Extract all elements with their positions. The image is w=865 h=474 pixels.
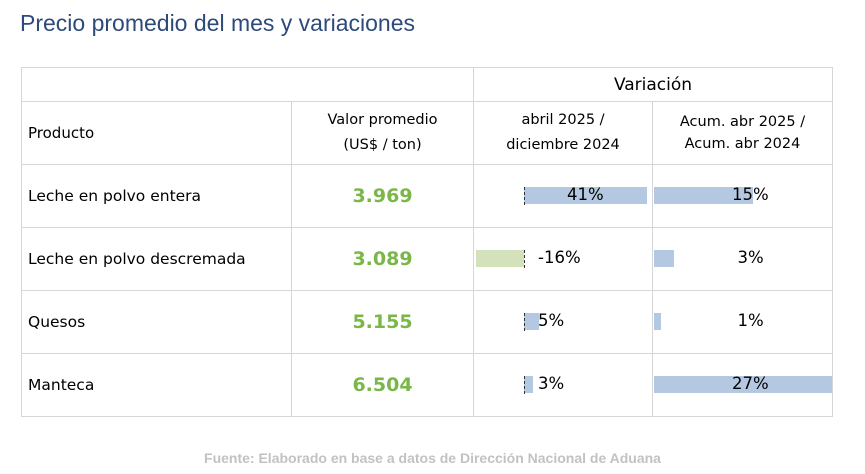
var1-value-label: 41% — [567, 185, 604, 204]
header-var2-line1: Acum. abr 2025 / — [679, 114, 806, 130]
average-value: 6.504 — [291, 353, 474, 417]
average-value: 5.155 — [291, 290, 474, 354]
product-name: Quesos — [21, 290, 292, 354]
var1-value-label: -16% — [538, 248, 581, 267]
var2-bar — [654, 187, 753, 204]
source-note: Fuente: Elaborado en base a datos de Dir… — [204, 450, 661, 466]
var1-bar — [524, 187, 647, 204]
var1-value-label: 3% — [538, 374, 565, 393]
header-var2-line2: Acum. abr 2024 — [684, 136, 801, 152]
var2-bar-area: 27% — [653, 354, 833, 416]
var1-cell: -16% — [473, 227, 653, 291]
var2-bar-area: 15% — [653, 165, 832, 227]
var2-bar — [654, 313, 661, 330]
var1-cell: 5% — [473, 290, 653, 354]
var1-axis-line — [524, 250, 525, 268]
table-header-row: Producto Valor promedio (US$ / ton) abri… — [21, 101, 833, 165]
var1-bar-area: 3% — [474, 354, 652, 416]
average-value: 3.089 — [291, 227, 474, 291]
var2-cell: 1% — [652, 290, 833, 354]
var1-bar — [524, 376, 533, 393]
header-var1-line1: abril 2025 / — [521, 112, 605, 128]
header-blank-cell — [21, 67, 474, 102]
var2-bar — [654, 376, 833, 393]
var1-bar — [476, 250, 524, 267]
average-value: 3.969 — [291, 164, 474, 228]
header-var1-line2: diciembre 2024 — [506, 137, 620, 153]
var1-axis-line — [524, 376, 525, 394]
page-title: Precio promedio del mes y variaciones — [20, 10, 416, 36]
var1-value-label: 5% — [538, 311, 565, 330]
table-row: Leche en polvo entera 3.969 41% 15% — [21, 164, 833, 228]
var2-value-label: 3% — [737, 248, 764, 267]
var1-bar-area: 41% — [474, 165, 652, 227]
var2-bar-area: 3% — [653, 228, 832, 290]
product-name: Manteca — [21, 353, 292, 417]
var2-value-label: 27% — [732, 374, 769, 393]
header-variacion-acumulada: Acum. abr 2025 / Acum. abr 2024 — [652, 101, 833, 165]
var1-bar-area: -16% — [474, 228, 652, 290]
table-row: Leche en polvo descremada 3.089 -16% 3% — [21, 227, 833, 291]
table-row: Quesos 5.155 5% 1% — [21, 290, 833, 354]
header-valor-promedio: Valor promedio (US$ / ton) — [291, 101, 474, 165]
var2-cell: 15% — [652, 164, 833, 228]
var1-axis-line — [524, 187, 525, 205]
var2-cell: 27% — [652, 353, 833, 417]
header-producto: Producto — [21, 101, 292, 165]
var2-bar-area: 1% — [653, 291, 832, 353]
var2-value-label: 15% — [732, 185, 769, 204]
header-variacion-mensual: abril 2025 / diciembre 2024 — [473, 101, 653, 165]
var1-bar — [524, 313, 539, 330]
header-variacion: Variación — [473, 67, 833, 102]
var2-cell: 3% — [652, 227, 833, 291]
var1-axis-line — [524, 313, 525, 331]
product-name: Leche en polvo entera — [21, 164, 292, 228]
header-valor-line1: Valor promedio — [327, 112, 438, 128]
header-valor-line2: (US$ / ton) — [343, 137, 422, 153]
var1-bar-area: 5% — [474, 291, 652, 353]
var1-cell: 3% — [473, 353, 653, 417]
var2-value-label: 1% — [737, 311, 764, 330]
var2-bar — [654, 250, 674, 267]
table-header-variacion-row: Variación — [21, 67, 833, 102]
product-name: Leche en polvo descremada — [21, 227, 292, 291]
table-row: Manteca 6.504 3% 27% — [21, 353, 833, 417]
price-table: Variación Producto Valor promedio (US$ /… — [21, 67, 833, 417]
var1-cell: 41% — [473, 164, 653, 228]
